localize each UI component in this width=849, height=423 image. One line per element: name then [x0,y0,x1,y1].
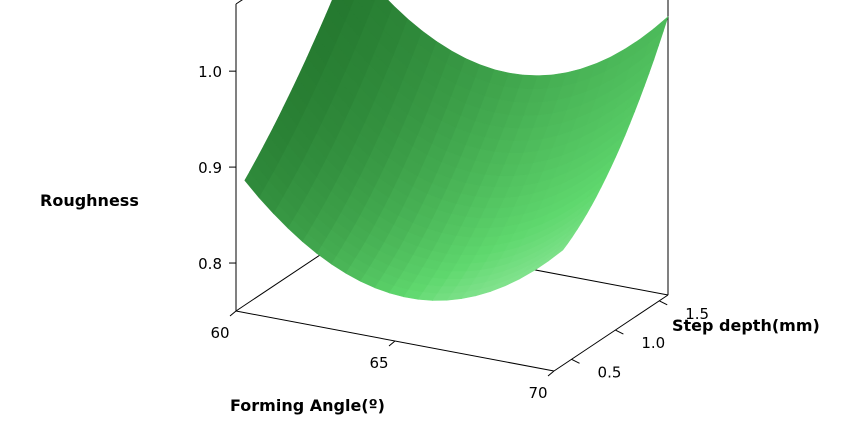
y-axis-title: Step depth(mm) [672,316,820,335]
y-tick-mark [615,329,624,335]
y-tick-mark [571,358,580,364]
response-surface [244,0,669,301]
x-tick-mark [547,370,555,377]
x-tick-label: 60 [210,324,229,342]
y-axis-ticks: 0.5 1.0 1.5 [571,300,709,381]
x-axis-ticks: 60 65 70 [210,310,555,402]
x-tick-label: 70 [528,384,547,402]
z-axis-ticks: 0.8 0.9 1.0 [198,63,236,273]
y-tick-label: 0.5 [598,363,622,381]
right-bottom-edge [553,294,669,372]
z-tick-label: 0.8 [198,255,222,273]
x-axis-title: Forming Angle(º) [230,396,385,415]
x-tick-label: 65 [369,354,388,372]
x-tick-mark [388,340,396,347]
z-tick-label: 1.0 [198,63,222,81]
x-tick-mark [229,310,237,317]
y-tick-mark [659,300,668,306]
y-tick-label: 1.0 [641,334,665,352]
z-tick-label: 0.9 [198,159,222,177]
y-tick-label: 1.5 [685,305,709,323]
surface-facet [548,243,568,262]
z-axis-title: Roughness [40,191,139,210]
